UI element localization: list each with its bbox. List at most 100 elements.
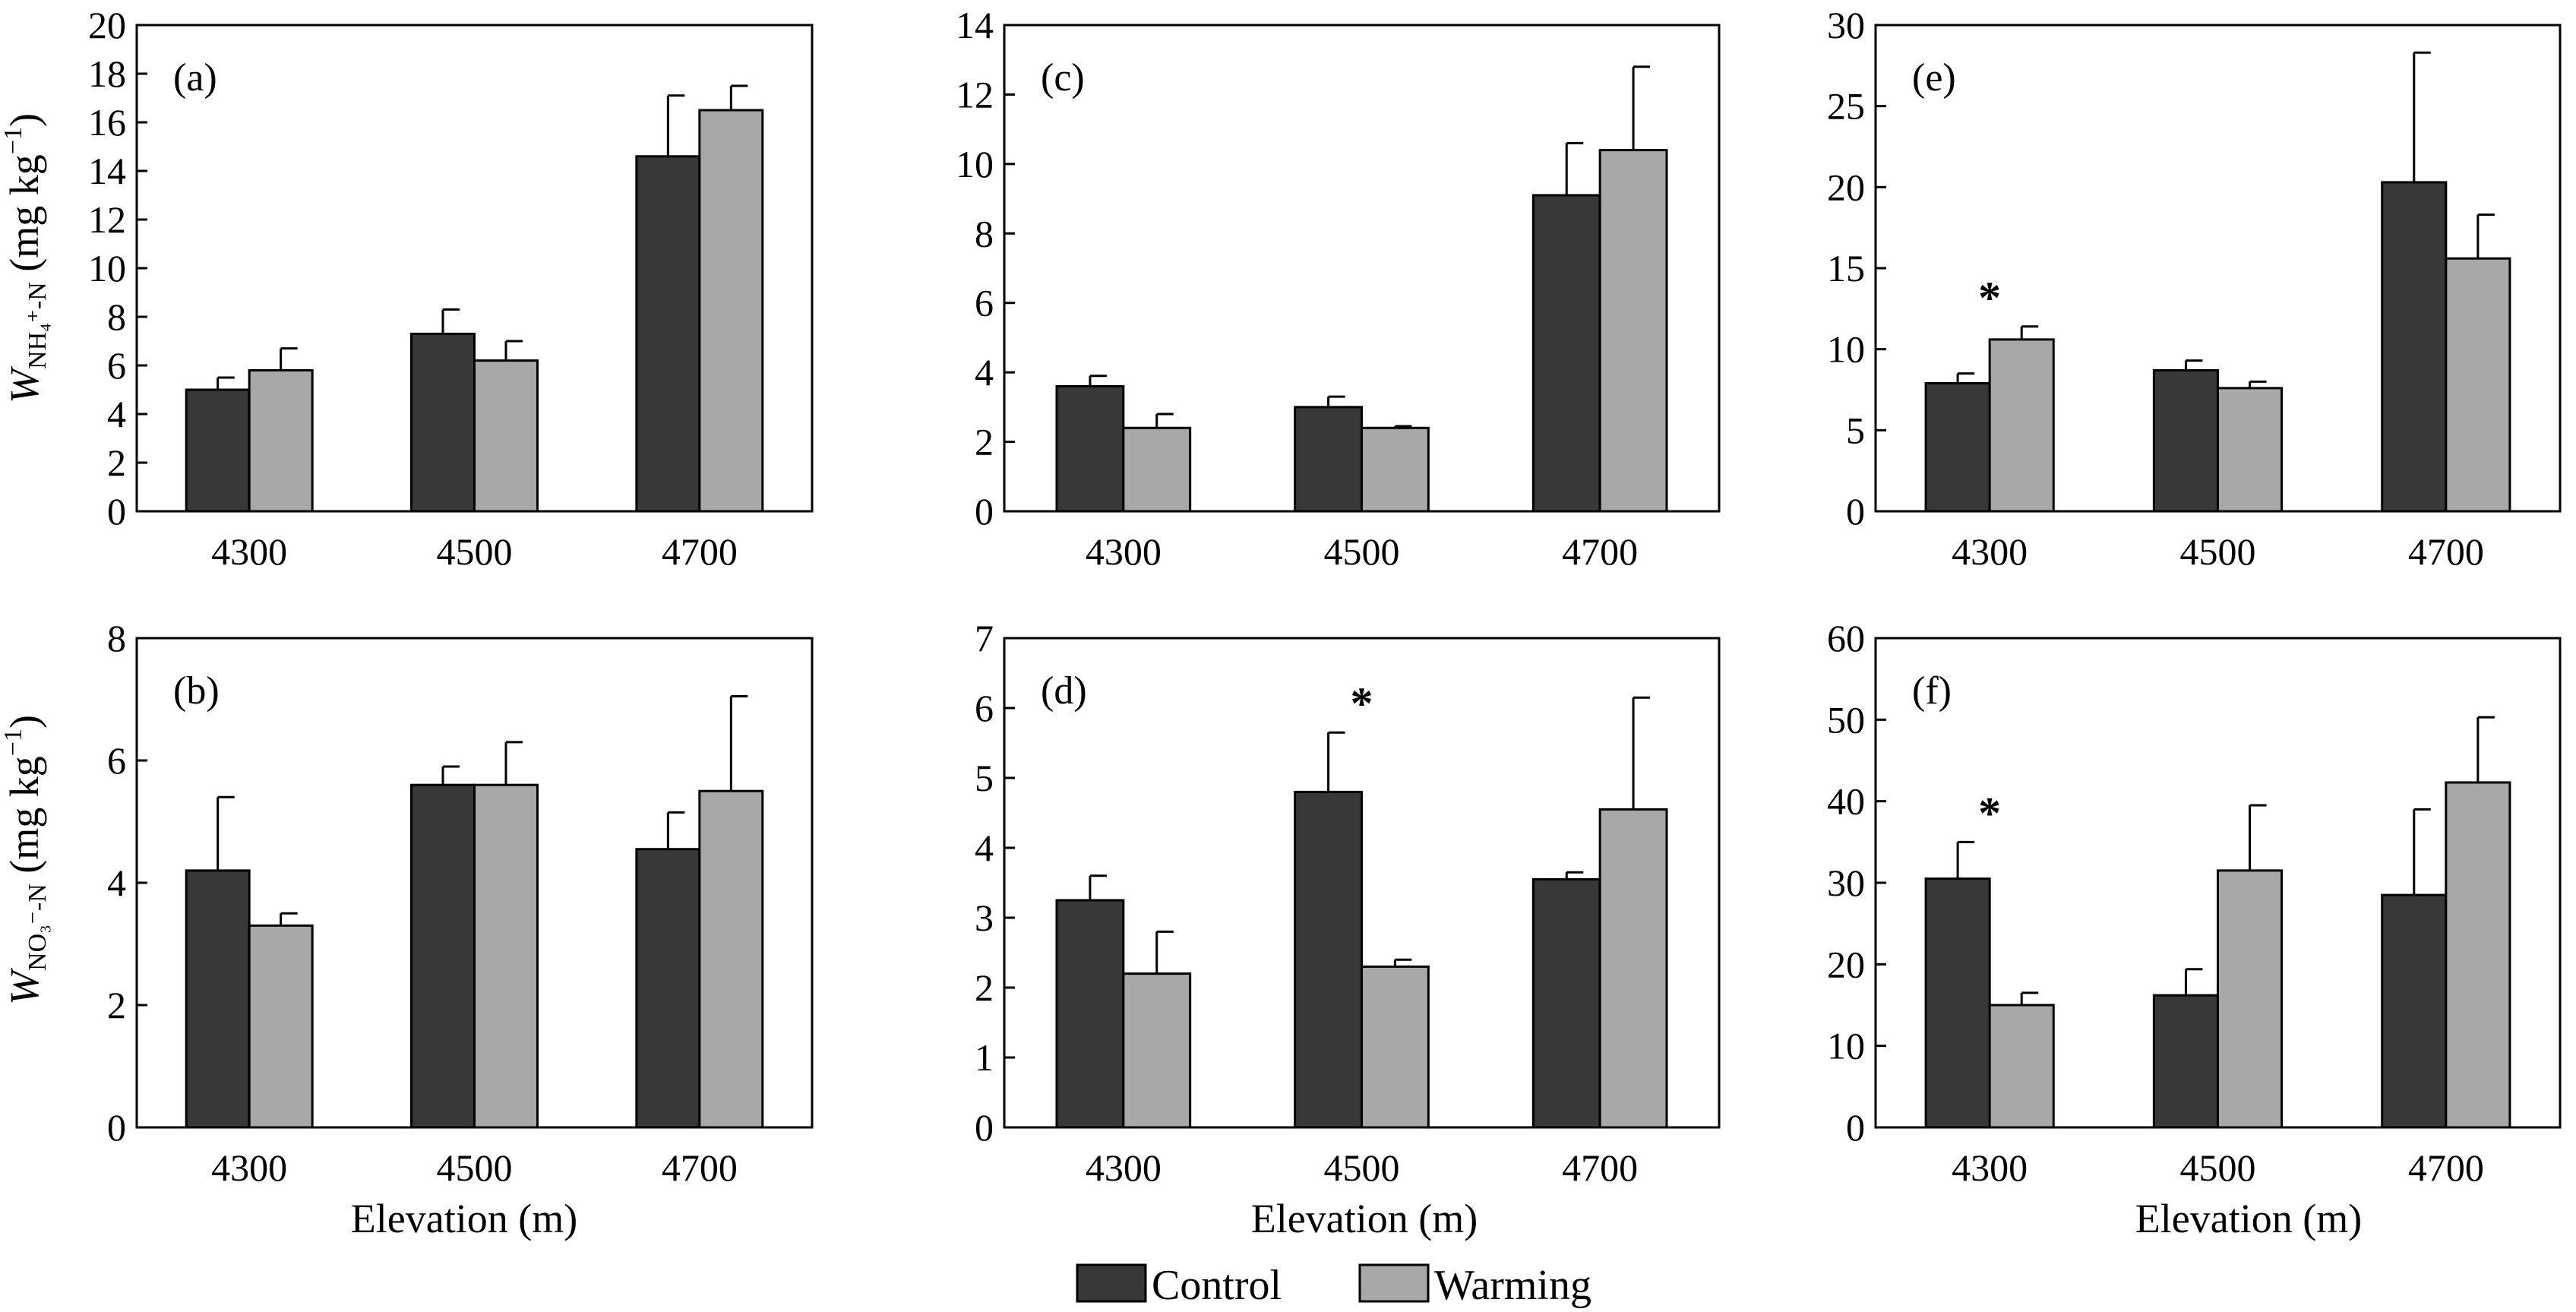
- x-tick-label: 4500: [437, 530, 513, 573]
- bar-warming-4500: [1361, 426, 1430, 513]
- y-tick-label: 0: [1846, 490, 1865, 533]
- bar-warming-4300: [248, 368, 314, 513]
- bar-control-4700: [1531, 877, 1601, 1129]
- y-tick-label: 20: [1827, 943, 1865, 985]
- bar-control-4500: [2152, 368, 2220, 513]
- legend-label-control: Control: [1152, 1262, 1282, 1309]
- y-tick-label: 4: [975, 827, 994, 869]
- bar-control-4700: [2381, 181, 2448, 513]
- bar-control-4500: [410, 783, 476, 1129]
- y-tick-label: 0: [975, 490, 994, 533]
- panel-f: 0 10 20 30 40 50 60 4300 * 4500 4700 (f): [1827, 617, 2562, 1189]
- x-axis-title-f: Elevation (m): [2135, 1196, 2362, 1241]
- y-tick-label: 4: [975, 351, 994, 394]
- y-tick-label: 12: [88, 198, 126, 241]
- y-tick-label: 14: [88, 150, 126, 192]
- bar-warming-4500: [473, 359, 539, 513]
- bar-warming-4700: [1598, 149, 1668, 513]
- bar-control-4300: [185, 869, 251, 1129]
- x-tick-label: 4300: [1952, 530, 2028, 573]
- panel-a: 0 2 4 6 8 10 12 14 16 18 20 4300 4500 4700 (a): [88, 4, 814, 573]
- x-axis-title-d: Elevation (m): [1251, 1196, 1478, 1241]
- bar-control-4500: [410, 332, 476, 513]
- bar-warming-4700: [1598, 808, 1668, 1129]
- bar-warming-4300: [1988, 1004, 2055, 1129]
- y-tick-label: 10: [1827, 1025, 1865, 1067]
- y-tick-label: 2: [107, 984, 126, 1026]
- significance-marker: *: [1978, 788, 2001, 838]
- y-tick-label: 20: [1827, 166, 1865, 208]
- y-tick-label: 25: [1827, 85, 1865, 128]
- panel-label: (a): [173, 56, 217, 100]
- legend-swatch-control: [1076, 1263, 1147, 1303]
- x-tick-label: 4500: [2180, 530, 2256, 573]
- x-tick-label: 4500: [437, 1146, 513, 1189]
- x-tick-label: 4300: [1952, 1146, 2028, 1189]
- bar-warming-4500: [473, 783, 539, 1129]
- bar-warming-4300: [1988, 338, 2055, 513]
- panel-d: 0 1 2 3 4 5 6 7 4300 4500 * 4700 (d): [975, 617, 1721, 1189]
- y-tick-label: 40: [1827, 780, 1865, 823]
- y-tick-label: 6: [107, 344, 126, 387]
- x-tick-label: 4700: [2408, 530, 2484, 573]
- bar-warming-4300: [1122, 972, 1192, 1129]
- bar-warming-4300: [1122, 426, 1192, 513]
- y-tick-label: 5: [975, 757, 994, 799]
- panel-c: 0 2 4 6 8 10 12 14 4300 4500 4700 (c): [956, 4, 1721, 573]
- panel-label: (c): [1041, 56, 1085, 100]
- x-tick-label: 4500: [1324, 530, 1400, 573]
- x-tick-label: 4500: [1324, 1146, 1400, 1189]
- x-tick-label: 4300: [1086, 1146, 1162, 1189]
- y-tick-label: 2: [975, 421, 994, 463]
- y-tick-label: 1: [975, 1036, 994, 1079]
- y-tick-label: 3: [975, 896, 994, 939]
- y-tick-label: 12: [956, 73, 994, 115]
- legend-label-warming: Warming: [1434, 1262, 1591, 1309]
- y-tick-label: 0: [1846, 1106, 1865, 1149]
- y-tick-label: 8: [107, 296, 126, 338]
- bar-control-4300: [1055, 384, 1125, 513]
- bar-control-4700: [635, 155, 701, 513]
- x-tick-label: 4700: [1562, 1146, 1638, 1189]
- significance-marker: *: [1351, 678, 1373, 729]
- bar-warming-4300: [248, 924, 314, 1129]
- y-tick-label: 6: [975, 687, 994, 729]
- x-tick-label: 4500: [2180, 1146, 2256, 1189]
- bar-warming-4700: [2445, 257, 2511, 513]
- panel-label: (d): [1041, 669, 1087, 713]
- x-tick-label: 4700: [2408, 1146, 2484, 1189]
- legend: Control Warming: [1076, 1262, 1591, 1309]
- bar-control-4700: [635, 848, 701, 1129]
- y-tick-label: 18: [88, 52, 126, 95]
- bar-control-4500: [1294, 406, 1364, 513]
- panel-label: (b): [173, 669, 220, 713]
- legend-swatch-warming: [1358, 1263, 1430, 1303]
- bar-warming-4700: [2445, 781, 2511, 1129]
- panel-label: (e): [1912, 56, 1956, 100]
- x-tick-label: 4700: [662, 1146, 738, 1189]
- y-tick-label: 2: [975, 966, 994, 1009]
- x-axis-title-b: Elevation (m): [351, 1196, 577, 1241]
- x-tick-label: 4700: [662, 530, 738, 573]
- bar-control-4300: [1924, 381, 1991, 513]
- y-tick-label: 20: [88, 4, 126, 46]
- x-tick-label: 4300: [211, 530, 287, 573]
- y-tick-label: 4: [107, 861, 126, 904]
- bar-warming-4500: [2217, 387, 2284, 513]
- y-tick-label: 7: [975, 617, 994, 659]
- y-axis-title-top: WNH₄⁺-N (mg kg−1): [0, 113, 52, 403]
- bar-control-4500: [2152, 994, 2220, 1129]
- y-tick-label: 15: [1827, 247, 1865, 289]
- y-tick-label: 2: [107, 441, 126, 484]
- y-tick-label: 50: [1827, 698, 1865, 741]
- y-tick-label: 6: [975, 282, 994, 324]
- bar-control-4700: [1531, 194, 1601, 513]
- bar-control-4500: [1294, 790, 1364, 1129]
- panel-b: 0 2 4 6 8 4300 4500 4700 (b): [107, 617, 814, 1189]
- y-tick-label: 0: [107, 490, 126, 533]
- bar-control-4300: [185, 388, 251, 513]
- x-tick-label: 4300: [1086, 530, 1162, 573]
- y-tick-label: 30: [1827, 4, 1865, 46]
- bar-warming-4500: [1361, 965, 1430, 1129]
